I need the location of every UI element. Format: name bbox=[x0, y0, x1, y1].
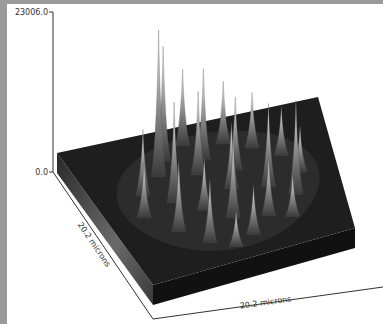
svg-text:20.2 microns: 20.2 microns bbox=[76, 221, 113, 269]
svg-text:0.0: 0.0 bbox=[35, 168, 48, 177]
svg-text:20.2 microns: 20.2 microns bbox=[239, 294, 292, 310]
svg-text:23006.0: 23006.0 bbox=[15, 8, 48, 17]
